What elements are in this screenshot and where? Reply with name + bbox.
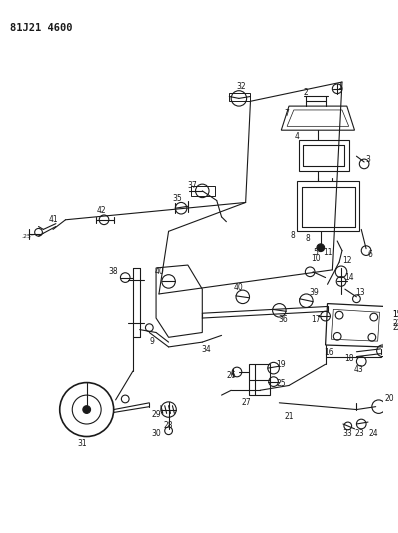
Text: 42: 42	[96, 206, 106, 215]
Text: 11: 11	[323, 248, 332, 257]
Text: 17: 17	[311, 316, 321, 325]
Text: 24: 24	[369, 429, 378, 438]
Text: 4: 4	[294, 132, 299, 141]
Text: 25: 25	[277, 379, 286, 388]
Text: 22: 22	[392, 323, 398, 332]
Text: 33: 33	[342, 429, 352, 438]
Text: 40: 40	[155, 267, 165, 276]
Bar	[298, 140, 349, 171]
Text: 81J21 4600: 81J21 4600	[10, 23, 72, 33]
Text: 27: 27	[242, 398, 252, 407]
Circle shape	[83, 406, 91, 414]
Text: 29: 29	[151, 410, 161, 419]
Text: 13: 13	[355, 288, 365, 297]
Text: 30: 30	[151, 429, 161, 438]
Text: 7: 7	[285, 109, 289, 118]
Text: 20: 20	[384, 394, 394, 403]
Text: .25": .25"	[21, 233, 34, 239]
Text: 32: 32	[236, 82, 246, 91]
Text: 40: 40	[234, 282, 244, 292]
Text: 37: 37	[188, 181, 197, 190]
Text: 14: 14	[344, 273, 353, 282]
Text: 2: 2	[304, 88, 309, 97]
Text: 5: 5	[314, 248, 318, 257]
Text: 39: 39	[309, 288, 319, 297]
Bar	[229, 93, 250, 101]
Text: 6: 6	[367, 250, 373, 259]
Text: 36: 36	[278, 316, 288, 325]
Text: 3: 3	[365, 155, 371, 164]
Text: 10: 10	[311, 254, 321, 263]
Text: 43: 43	[353, 365, 363, 374]
Text: 18: 18	[344, 354, 353, 363]
Text: 15: 15	[392, 310, 398, 319]
Text: 9: 9	[150, 337, 155, 346]
Text: 34: 34	[201, 345, 211, 354]
Circle shape	[317, 244, 325, 252]
Text: 19: 19	[277, 360, 286, 369]
Text: 21: 21	[284, 412, 294, 421]
Text: 15: 15	[392, 310, 398, 319]
Text: 35: 35	[172, 194, 182, 203]
Text: 8: 8	[291, 231, 295, 240]
Text: 31: 31	[77, 439, 87, 448]
Text: 8: 8	[306, 233, 310, 243]
Bar	[248, 364, 270, 395]
Text: 16: 16	[325, 348, 334, 357]
Text: 1: 1	[337, 82, 341, 91]
Text: 23: 23	[355, 429, 364, 438]
Text: 41: 41	[48, 215, 58, 224]
Text: 28: 28	[164, 422, 174, 431]
Text: 38: 38	[109, 267, 119, 276]
Bar	[191, 186, 215, 196]
Text: 12: 12	[342, 256, 351, 265]
Text: 22: 22	[392, 319, 398, 328]
Bar	[297, 181, 359, 231]
Text: 26: 26	[226, 372, 236, 381]
